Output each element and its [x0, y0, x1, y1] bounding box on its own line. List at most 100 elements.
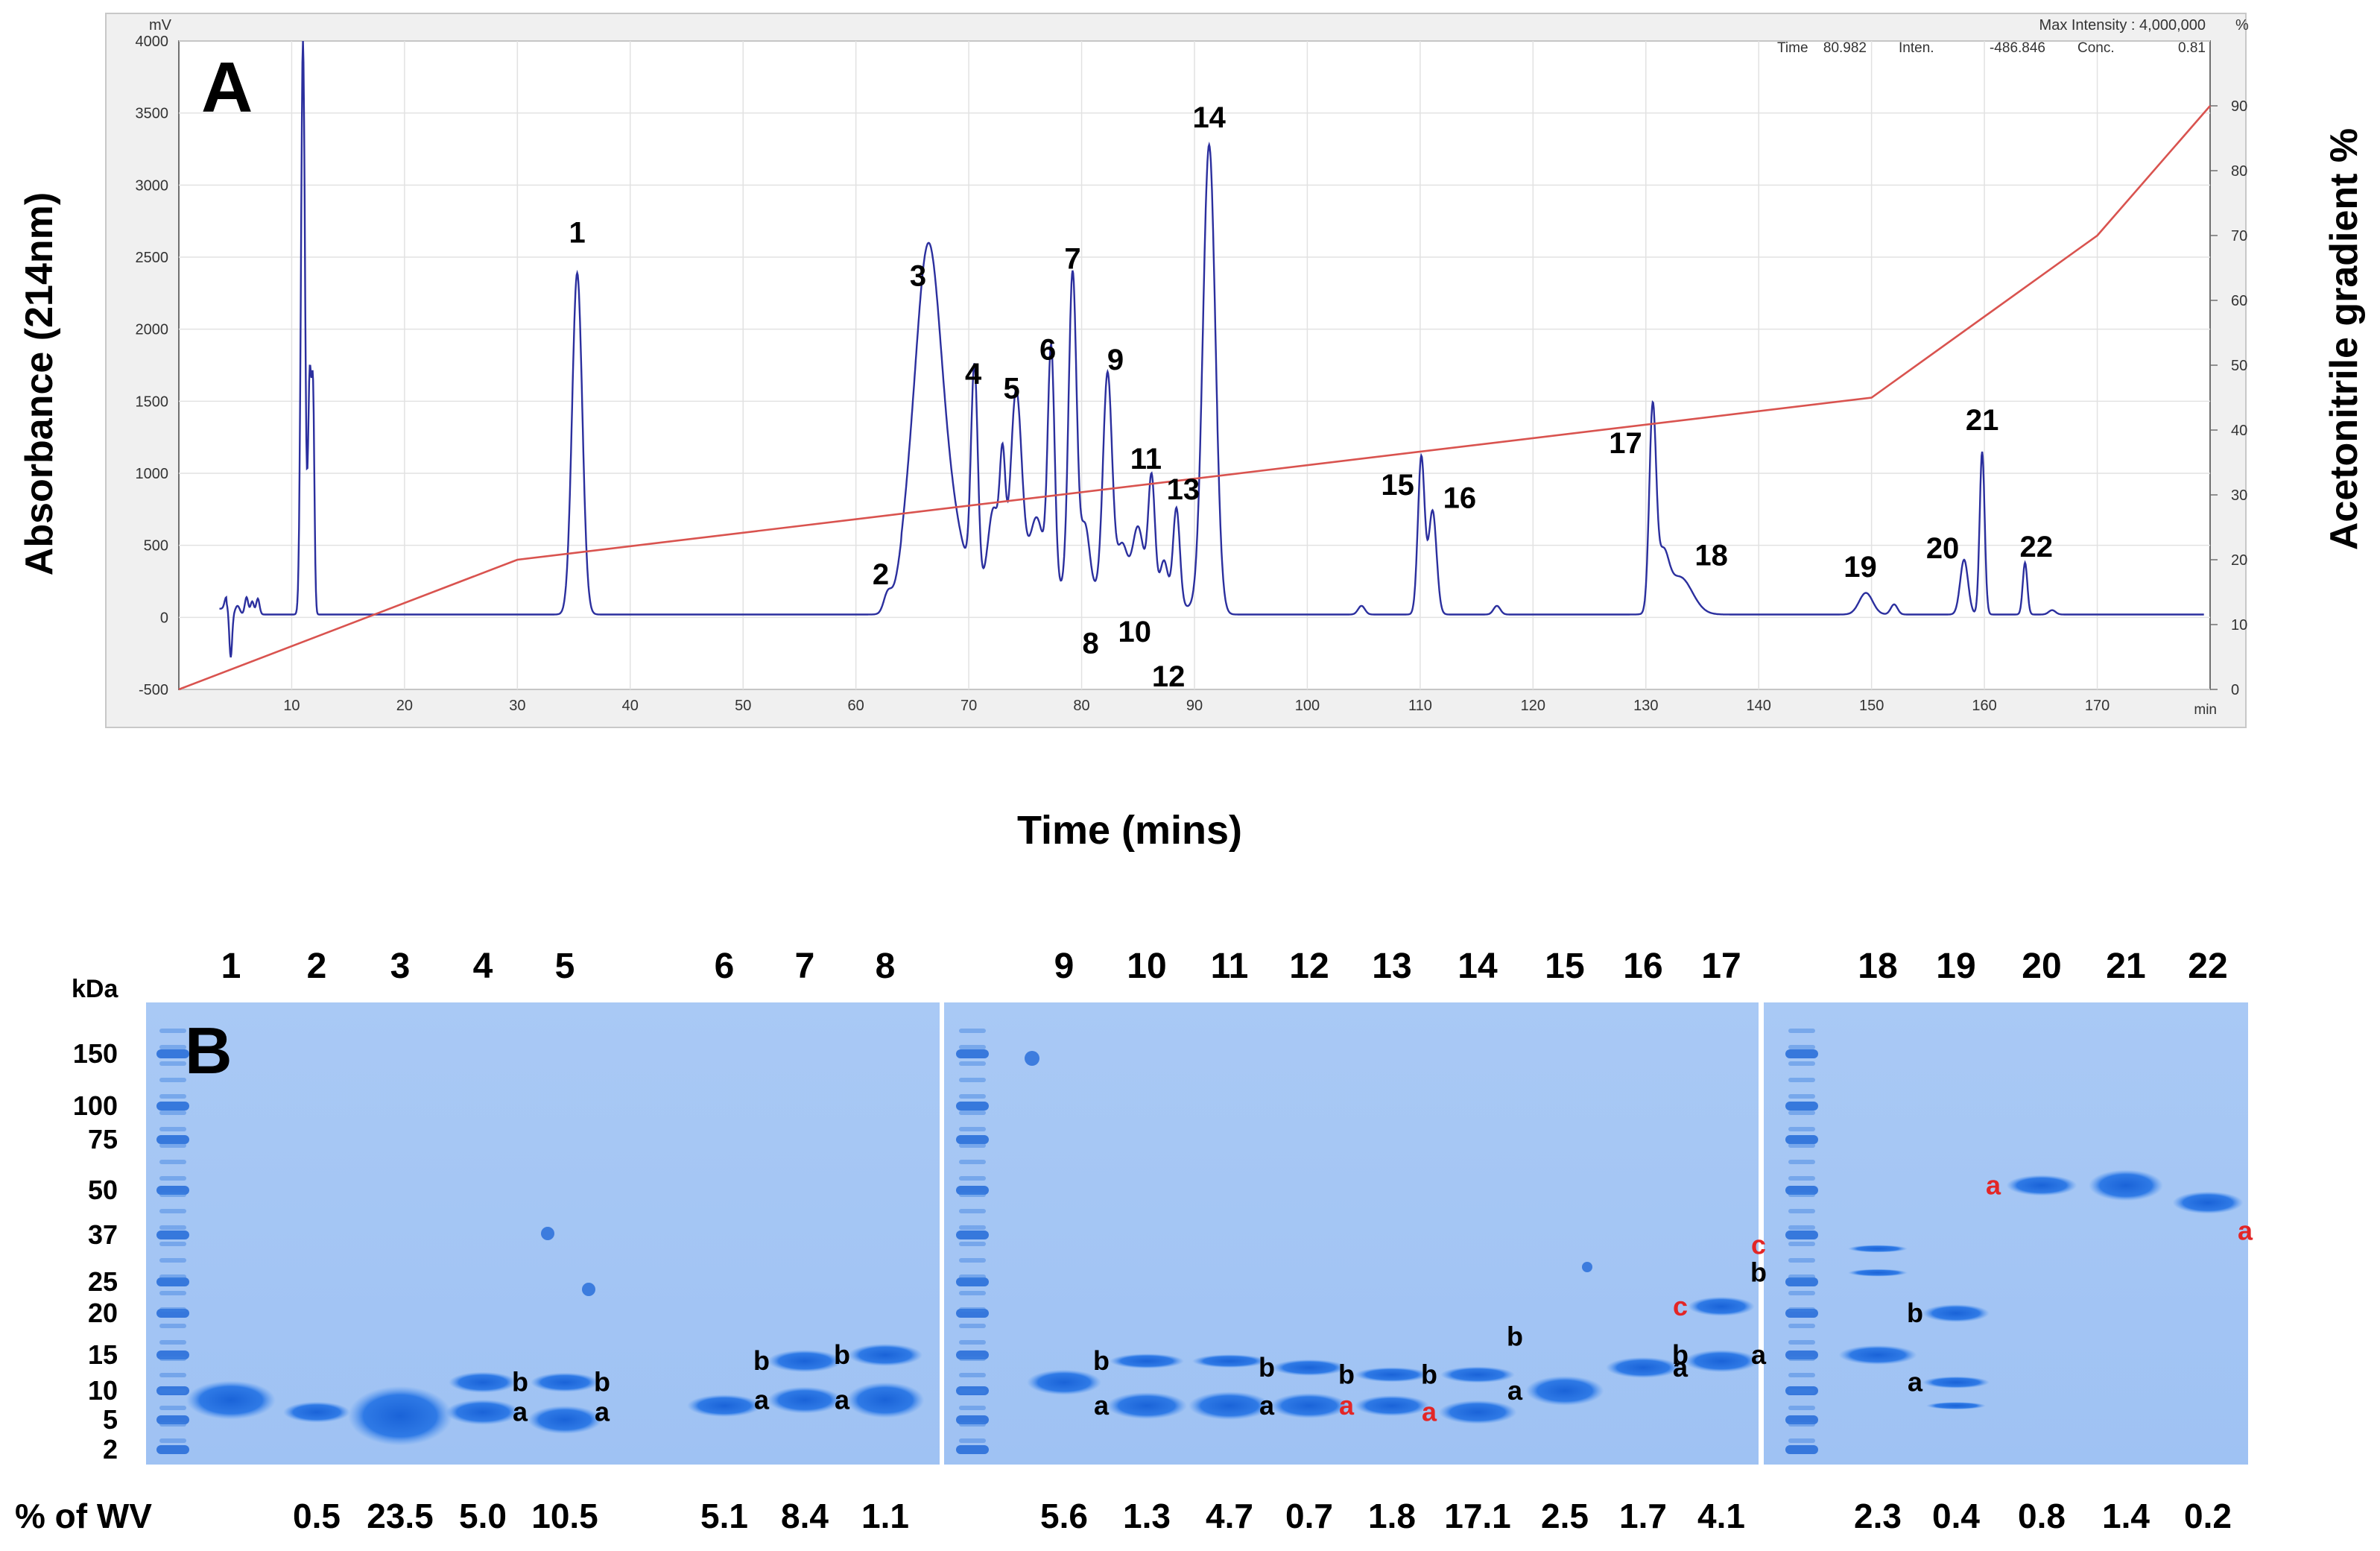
marker-smear [1788, 1193, 1815, 1197]
max-intensity-readout: Max Intensity : 4,000,000 [2039, 17, 2206, 34]
marker-smear [959, 1389, 986, 1394]
kda-tick-label: 100 [73, 1090, 118, 1121]
chromatogram-panel: 10 20 30 40 50 60 70 80 90 100 110 120 130 140 150 160 1… [18, 13, 2366, 853]
band-letter-label: b [1259, 1352, 1275, 1383]
peak-label: 7 [1064, 242, 1080, 275]
marker-smear [159, 1242, 186, 1246]
marker-smear [959, 1111, 986, 1115]
band-letter-label: b [1338, 1359, 1355, 1389]
conc-readout-value: 0.81 [2178, 40, 2206, 56]
lane-wv-value: 1.3 [1123, 1497, 1171, 1535]
time-readout-label: Time [1777, 40, 1808, 56]
chromatogram-axes: 10 20 30 40 50 60 70 80 90 100 110 120 130 140 150 160 1… [136, 34, 2248, 714]
peak-label: 16 [1443, 481, 1477, 514]
y-tick-label: 3000 [136, 177, 169, 194]
marker-band [956, 1186, 989, 1195]
marker-smear [1788, 1406, 1815, 1410]
lane-number: 8 [876, 947, 896, 986]
x-tick-label: 100 [1295, 698, 1320, 714]
marker-smear [959, 1045, 986, 1049]
gel-artifact [582, 1283, 595, 1296]
x-tick-label: 80 [1073, 698, 1089, 714]
y-tick-label: -500 [139, 682, 168, 698]
marker-smear [959, 1176, 986, 1181]
marker-smear [1788, 1307, 1815, 1312]
marker-band [156, 1231, 189, 1239]
x-axis-title: Time (mins) [1017, 808, 1242, 853]
gel-artifact [1025, 1051, 1039, 1066]
marker-smear [1788, 1356, 1815, 1361]
kda-axis-label: kDa [72, 975, 118, 1003]
marker-smear [1788, 1029, 1815, 1033]
marker-band [956, 1135, 989, 1144]
band-letter-label: b [834, 1339, 850, 1370]
peak-label: 9 [1107, 344, 1124, 376]
lane-wv-value: 2.5 [1541, 1497, 1589, 1535]
marker-smear [1788, 1340, 1815, 1345]
marker-band [156, 1102, 189, 1111]
marker-smear [959, 1258, 986, 1263]
gel-band [1192, 1354, 1267, 1368]
marker-band [156, 1445, 189, 1454]
lane-wv-value: 5.0 [459, 1497, 507, 1535]
marker-smear [159, 1438, 186, 1443]
lane-wv-value: 4.7 [1206, 1497, 1253, 1535]
marker-smear [959, 1340, 986, 1345]
peak-label: 13 [1167, 473, 1200, 506]
lane-number: 7 [795, 947, 815, 986]
band-letter-label: a [754, 1385, 770, 1415]
absorbance-line [219, 40, 2204, 658]
gel-bands [156, 1029, 2244, 1454]
lane-wv-value: 8.4 [781, 1497, 829, 1535]
lane-number: 17 [1701, 947, 1741, 986]
lane-wv-value: 1.8 [1368, 1497, 1416, 1535]
lane-wv-value: 1.4 [2102, 1497, 2150, 1535]
band-letter-label: b [1093, 1345, 1110, 1376]
lane-number: 2 [307, 947, 327, 986]
marker-smear [959, 1422, 986, 1427]
band-letter-label: a [1908, 1367, 1923, 1397]
gel-band [186, 1380, 276, 1420]
y-tick-label: 0 [160, 610, 168, 626]
marker-band [156, 1277, 189, 1286]
peak-label: 21 [1966, 404, 1999, 437]
marker-band [1785, 1351, 1818, 1359]
gel-band [1838, 1345, 1917, 1365]
marker-smear [1788, 1438, 1815, 1443]
y2-tick-label: 60 [2231, 293, 2247, 309]
band-letter-label: b [594, 1367, 610, 1397]
marker-smear [1788, 1094, 1815, 1099]
marker-band [956, 1351, 989, 1359]
marker-smear [159, 1045, 186, 1049]
marker-smear [159, 1111, 186, 1115]
gel-band [348, 1386, 452, 1446]
marker-smear [959, 1078, 986, 1082]
marker-band [156, 1186, 189, 1195]
marker-smear [959, 1242, 986, 1246]
lane-number: 5 [555, 947, 575, 986]
band-letter-label: b [1750, 1257, 1767, 1288]
gel-band [1270, 1393, 1349, 1419]
marker-smear [159, 1193, 186, 1197]
gel-band [2089, 1169, 2163, 1201]
band-letter-label: a [513, 1397, 528, 1427]
gel-artifact [1582, 1262, 1592, 1272]
gel-band [1688, 1296, 1755, 1316]
band-letter-label: b [1507, 1321, 1523, 1352]
marker-smear [959, 1225, 986, 1230]
kda-tick-label: 50 [88, 1175, 118, 1205]
marker-smear [159, 1340, 186, 1345]
marker-smear [1788, 1258, 1815, 1263]
marker-smear [159, 1176, 186, 1181]
lane-wv-value: 5.6 [1040, 1497, 1088, 1535]
peak-label: 5 [1004, 372, 1020, 405]
x-tick-label: 140 [1747, 698, 1771, 714]
marker-smear [159, 1225, 186, 1230]
marker-smear [1788, 1045, 1815, 1049]
lane-number: 19 [1936, 947, 1975, 986]
y-tick-label: 1000 [136, 466, 169, 482]
marker-smear [1788, 1324, 1815, 1328]
marker-smear [1788, 1061, 1815, 1066]
